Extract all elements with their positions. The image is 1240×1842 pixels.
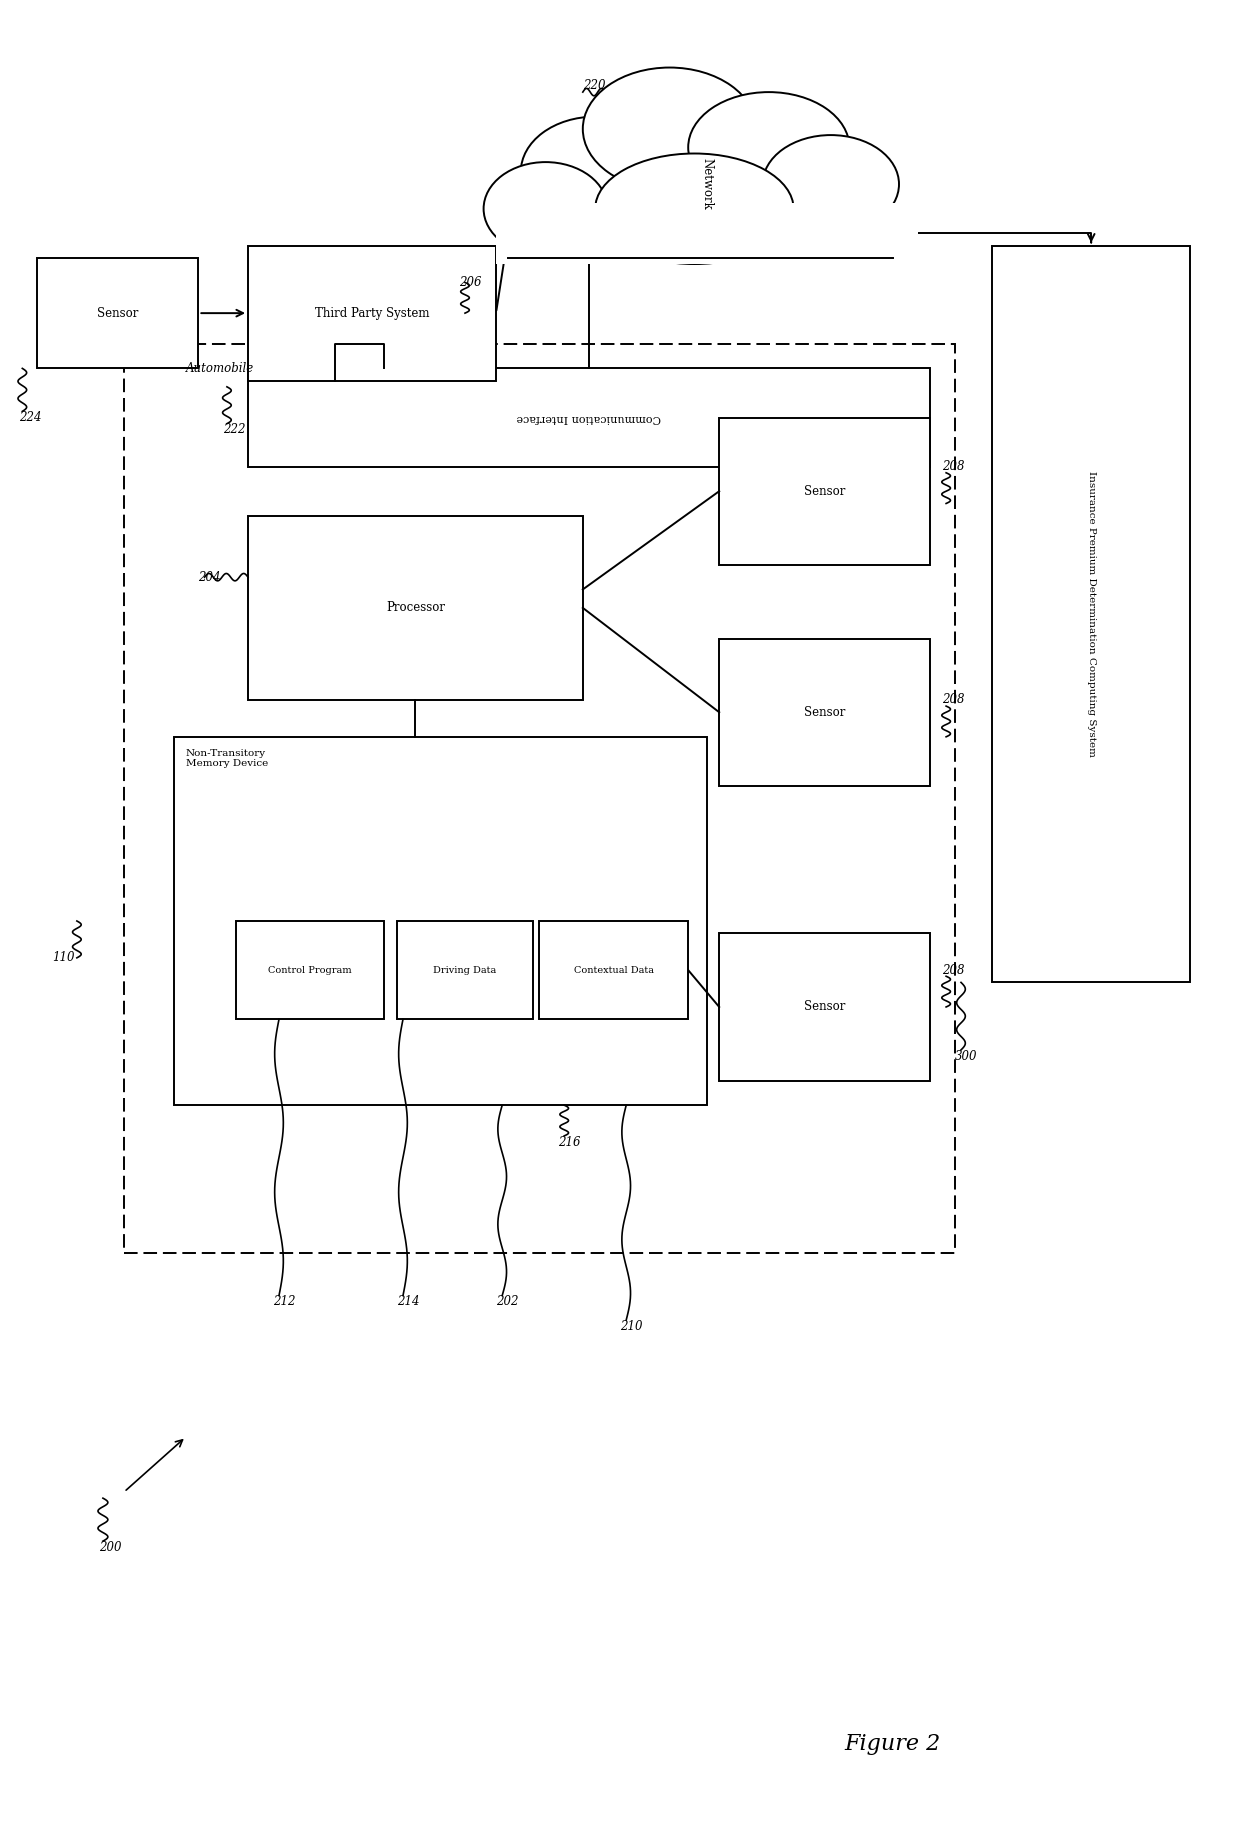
FancyBboxPatch shape [719,418,930,565]
FancyBboxPatch shape [236,921,384,1019]
Text: Third Party System: Third Party System [315,306,429,321]
Text: Control Program: Control Program [268,965,352,974]
Text: 110: 110 [52,950,74,965]
Text: 202: 202 [496,1295,518,1308]
Text: Contextual Data: Contextual Data [574,965,653,974]
Text: 204: 204 [198,571,221,584]
Text: Sensor: Sensor [804,1000,846,1013]
Text: Sensor: Sensor [97,306,139,321]
Text: 212: 212 [273,1295,295,1308]
Text: 208: 208 [942,693,965,707]
Text: 214: 214 [397,1295,419,1308]
Text: 210: 210 [620,1319,642,1334]
Ellipse shape [583,68,756,190]
Ellipse shape [688,92,849,203]
FancyBboxPatch shape [719,934,930,1081]
Text: 300: 300 [955,1050,977,1063]
Text: Network: Network [701,158,713,210]
Ellipse shape [484,162,608,256]
Text: 206: 206 [459,276,481,289]
FancyBboxPatch shape [174,737,707,1105]
FancyBboxPatch shape [248,516,583,700]
Ellipse shape [521,116,670,227]
Text: 208: 208 [942,460,965,473]
Text: Non-Transitory
Memory Device: Non-Transitory Memory Device [186,750,268,768]
Text: 222: 222 [223,424,246,437]
Ellipse shape [595,153,794,263]
Text: 220: 220 [583,79,605,92]
Text: 216: 216 [558,1135,580,1149]
Text: Processor: Processor [386,600,445,615]
FancyBboxPatch shape [992,245,1190,982]
Text: Communication Interface: Communication Interface [517,413,661,422]
Text: Automobile: Automobile [186,363,254,376]
FancyBboxPatch shape [248,368,930,466]
Text: Sensor: Sensor [804,484,846,497]
Text: Figure 2: Figure 2 [844,1733,941,1755]
FancyBboxPatch shape [37,258,198,368]
FancyBboxPatch shape [124,344,955,1253]
Text: Insurance Premium Determination Computing System: Insurance Premium Determination Computin… [1086,472,1096,757]
Text: Sensor: Sensor [804,705,846,718]
Text: 200: 200 [99,1540,122,1555]
Text: 208: 208 [942,963,965,976]
FancyBboxPatch shape [248,245,496,381]
Text: 224: 224 [19,411,41,424]
Ellipse shape [763,134,899,234]
FancyBboxPatch shape [397,921,533,1019]
Text: Driving Data: Driving Data [433,965,497,974]
FancyBboxPatch shape [539,921,688,1019]
FancyBboxPatch shape [496,203,918,263]
FancyBboxPatch shape [719,639,930,787]
